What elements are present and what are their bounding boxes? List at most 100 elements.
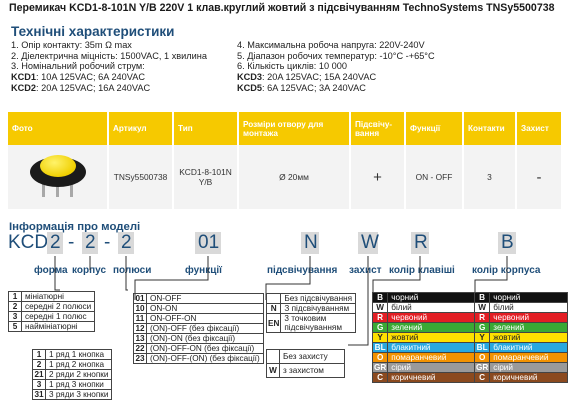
list-item: Без захисту (266, 349, 345, 364)
spec-line: 3. Номінальний робочий струм: (11, 61, 145, 72)
product-table: Фото Артикул Тип Розміри отвору для монт… (8, 112, 563, 209)
spec-line: 4. Максимальна робоча напруга: 220V-240V (237, 40, 425, 50)
specs-right: 4. Максимальна робоча напруга: 220V-240V… (237, 40, 567, 94)
list-item: 12 (ON)-OFF (без фіксації) (133, 323, 264, 334)
cell-contacts: 3 (463, 145, 517, 209)
spec-rating: KCD1: 10A 125VAC; 6A 240VAC (11, 72, 145, 83)
th-size: Розміри отвору для монтажа (238, 112, 351, 145)
th-light: Підсвічу-вання (350, 112, 406, 145)
cell-light: + (350, 145, 406, 209)
th-article: Артикул (108, 112, 174, 145)
spec-line: 5. Діапазон робочих температур: -10°C -+… (237, 50, 435, 61)
list-item: 10 ON-ON (133, 303, 264, 314)
label-key-color: колір клавіші (389, 265, 455, 276)
list-item: 11 ON-OFF-ON (133, 313, 264, 324)
cell-size: Ø 20мм (238, 145, 351, 209)
code-lighting: N (301, 232, 319, 254)
function-options: 01 ON-OFF 10 ON-ON 11 ON-OFF-ON 12 (ON)-OFF … (133, 293, 264, 364)
list-item: BL блакитний (473, 342, 569, 353)
list-item: 21 2 ряди 2 кнопки (32, 369, 113, 380)
code-protection: W (358, 232, 379, 254)
th-type: Тип (173, 112, 239, 145)
table-header-row: Фото Артикул Тип Розміри отвору для монт… (8, 112, 563, 145)
spec-rating: KCD5: 6A 125VAC; 3A 240VAC (237, 82, 366, 93)
label-body-color: колір корпуса (472, 265, 541, 276)
list-item: 22 (ON)-OFF-ON (без фіксації) (133, 343, 264, 354)
label-functions: функції (185, 265, 222, 276)
rocker-switch-image (24, 153, 92, 201)
code-key-color: R (411, 232, 429, 254)
shape-options: 1 мініатюрні 2 середні 2 полюси 3 середні 1… (8, 291, 96, 332)
spec-line: 6. Кількість циклів: 10 000 (237, 61, 347, 72)
cell-article: TNSy5500738 (108, 145, 174, 209)
label-lighting: підсвічування (267, 265, 338, 276)
list-item: 23 (ON)-OFF-(ON) (без фіксації) (133, 353, 264, 364)
code-body-color: B (498, 232, 516, 254)
list-item: 31 3 ряди 3 кнопки (32, 389, 113, 400)
info-heading: Інформація про моделі (9, 221, 141, 233)
list-item: 1 мініатюрні (8, 291, 96, 302)
code-shape: 2 (47, 232, 63, 254)
label-protection: захист (349, 265, 382, 276)
label-shape: форма (34, 265, 68, 276)
code-prefix: KCD (8, 232, 49, 253)
list-item: GR сірий (473, 362, 569, 373)
specs-left: 1. Опір контакту: 35m Ω max 2. Діелектри… (11, 40, 237, 94)
list-item: Без підсвічування (265, 293, 357, 304)
th-photo: Фото (8, 112, 109, 145)
cell-type: KCD1-8-101N Y/B (173, 145, 239, 209)
list-item: 2 середні 2 полюси (8, 301, 96, 312)
th-func: Функції (405, 112, 464, 145)
table-row: TNSy5500738 KCD1-8-101N Y/B Ø 20мм + ON … (8, 145, 563, 209)
model-code: KCD 2 - 2 - 2 01 N W R B (0, 232, 570, 256)
list-item: 13 (ON)-ON (без фіксації) (133, 333, 264, 344)
list-item: GR сірий (371, 362, 481, 373)
spec-rating: KCD3: 20A 125VAC; 15A 240VAC (237, 72, 377, 83)
list-item: EN 3 точковим підсвічуванням (265, 313, 357, 333)
th-contacts: Контакти (463, 112, 517, 145)
spec-line: 1. Опір контакту: 35m Ω max (11, 40, 132, 50)
label-body: корпус (72, 265, 107, 276)
page-title: Перемикач KCD1-8-101N Y/B 220V 1 клав.кр… (9, 2, 555, 14)
code-body: 2 (82, 232, 98, 254)
code-functions: 01 (195, 232, 221, 254)
product-photo (8, 145, 109, 209)
list-item: BL блакитний (371, 342, 481, 353)
th-protect: Захист (516, 112, 563, 145)
code-poles: 2 (118, 232, 134, 254)
cell-func: ON - OFF (405, 145, 464, 209)
list-item: 01 ON-OFF (133, 293, 264, 304)
specs-heading: Технічні характеристики (11, 24, 175, 39)
label-poles: полюси (113, 265, 152, 276)
cell-protect: - (516, 145, 563, 209)
spec-rating: KCD2: 20A 125VAC; 16A 240VAC (11, 82, 151, 93)
spec-line: 2. Діелектрична міцність: 1500VAC, 1 хви… (11, 50, 207, 61)
list-item: 3 середні 1 полюс (8, 311, 96, 322)
list-item: 5 наймініатюрні (8, 321, 96, 332)
